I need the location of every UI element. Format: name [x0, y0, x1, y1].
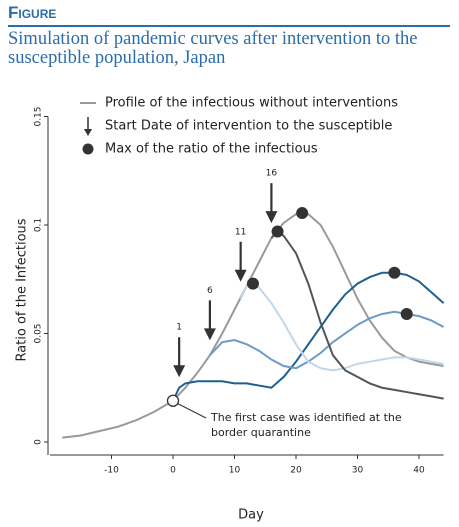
peak-dot — [246, 277, 259, 290]
legend-label: Profile of the infectious without interv… — [105, 96, 398, 111]
annotation-text: The first case was identified at the — [210, 411, 402, 424]
intervention-label: 11 — [235, 227, 246, 237]
x-axis-label: Day — [238, 508, 264, 523]
intervention-label: 1 — [176, 323, 182, 333]
intervention-arrow-head — [173, 365, 186, 378]
peak-dot — [296, 207, 309, 220]
y-tick-label: 0.1 — [34, 218, 44, 232]
series-line — [62, 213, 444, 439]
intervention-arrow-head — [265, 211, 278, 224]
x-tick-label: 20 — [290, 466, 302, 476]
legend-label: Max of the ratio of the infectious — [105, 142, 318, 157]
legend-dot — [82, 143, 94, 155]
y-axis-label: Ratio of the Infectious — [15, 218, 30, 361]
legend-arrow-head — [84, 129, 92, 136]
chart-title: Simulation of pandemic curves after inte… — [8, 29, 418, 68]
x-tick-label: 30 — [352, 466, 364, 476]
header-rule — [8, 25, 450, 27]
x-tick-label: -10 — [104, 466, 119, 476]
legend-label: Start Date of intervention to the suscep… — [105, 119, 392, 134]
peak-dot — [271, 225, 284, 238]
x-tick-label: 0 — [170, 466, 176, 476]
y-tick-label: 0.05 — [34, 323, 44, 343]
peak-dot — [400, 307, 413, 320]
series-line — [270, 230, 444, 400]
annotation-leader — [177, 403, 207, 419]
intervention-arrow-head — [234, 269, 247, 282]
series-line — [172, 271, 445, 402]
annotation-text: border quarantine — [211, 426, 311, 439]
x-tick-label: 40 — [413, 466, 425, 476]
y-tick-label: 0 — [34, 439, 44, 445]
intervention-arrow-head — [203, 328, 216, 341]
peak-dot — [388, 266, 401, 279]
intervention-label: 6 — [207, 286, 213, 296]
figure-label: Figure — [8, 3, 57, 22]
series-line — [239, 282, 444, 372]
y-tick-label: 0.15 — [34, 106, 44, 126]
intervention-label: 16 — [266, 169, 278, 179]
first-case-marker — [166, 394, 180, 407]
x-tick-label: 10 — [229, 466, 241, 476]
